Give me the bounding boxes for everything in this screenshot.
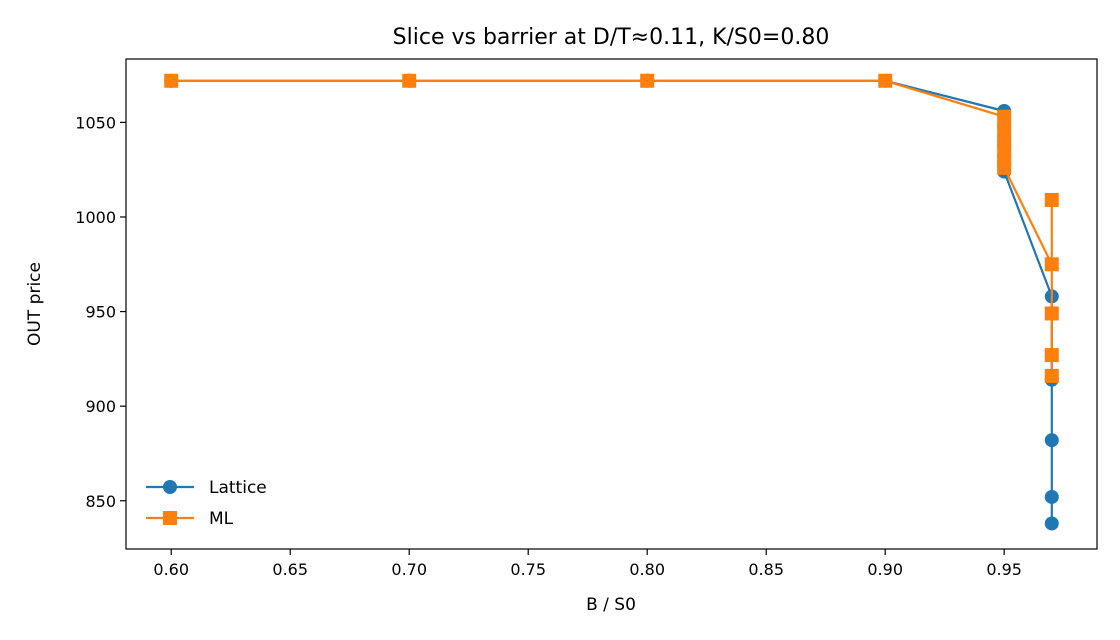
legend-marker-ml (163, 511, 177, 525)
y-axis-label: OUT price (25, 262, 45, 346)
data-point-ml (997, 160, 1012, 175)
y-tick-label: 850 (85, 492, 116, 511)
data-point-ml (878, 73, 893, 88)
y-tick-label: 900 (85, 397, 116, 416)
series-lattice (164, 73, 1059, 531)
y-tick-label: 1000 (75, 208, 116, 227)
legend-label-ml: ML (209, 509, 234, 529)
data-point-ml (1044, 192, 1059, 207)
legend: Lattice ML (146, 478, 267, 529)
series-line-lattice (171, 79, 1053, 524)
plot-frame (125, 58, 1098, 550)
data-point-ml (1044, 368, 1059, 383)
x-tick-label: 0.90 (867, 560, 903, 579)
legend-marker-lattice (163, 480, 177, 494)
y-tick-label: 1050 (75, 113, 116, 132)
data-point-ml (402, 73, 417, 88)
data-point-ml (1044, 306, 1059, 321)
series-line-ml (171, 79, 1053, 376)
data-point-ml (997, 122, 1012, 137)
x-axis-label: B / S0 (586, 595, 636, 615)
x-tick-label: 0.65 (272, 560, 308, 579)
y-tick-label: 950 (85, 303, 116, 322)
data-point-lattice (1044, 516, 1059, 531)
x-tick-label: 0.85 (748, 560, 784, 579)
plot-area (164, 73, 1059, 531)
data-point-ml (164, 73, 179, 88)
y-axis: 850 900 950 1000 1050 (75, 113, 126, 511)
legend-label-lattice: Lattice (209, 478, 267, 498)
data-point-lattice (1044, 489, 1059, 504)
x-tick-label: 0.80 (629, 560, 665, 579)
x-tick-label: 0.95 (986, 560, 1022, 579)
data-point-ml (997, 109, 1012, 124)
x-tick-label: 0.75 (510, 560, 546, 579)
x-tick-label: 0.60 (153, 560, 189, 579)
data-point-ml (1044, 348, 1059, 363)
x-tick-label: 0.70 (391, 560, 427, 579)
data-point-ml (1044, 257, 1059, 272)
data-point-ml (640, 73, 655, 88)
x-axis: 0.60 0.65 0.70 0.75 0.80 0.85 0.90 0.95 (153, 549, 1022, 579)
chart-title: Slice vs barrier at D/T≈0.11, K/S0=0.80 (393, 25, 830, 50)
data-point-lattice (1044, 433, 1059, 448)
series-ml (164, 73, 1059, 383)
